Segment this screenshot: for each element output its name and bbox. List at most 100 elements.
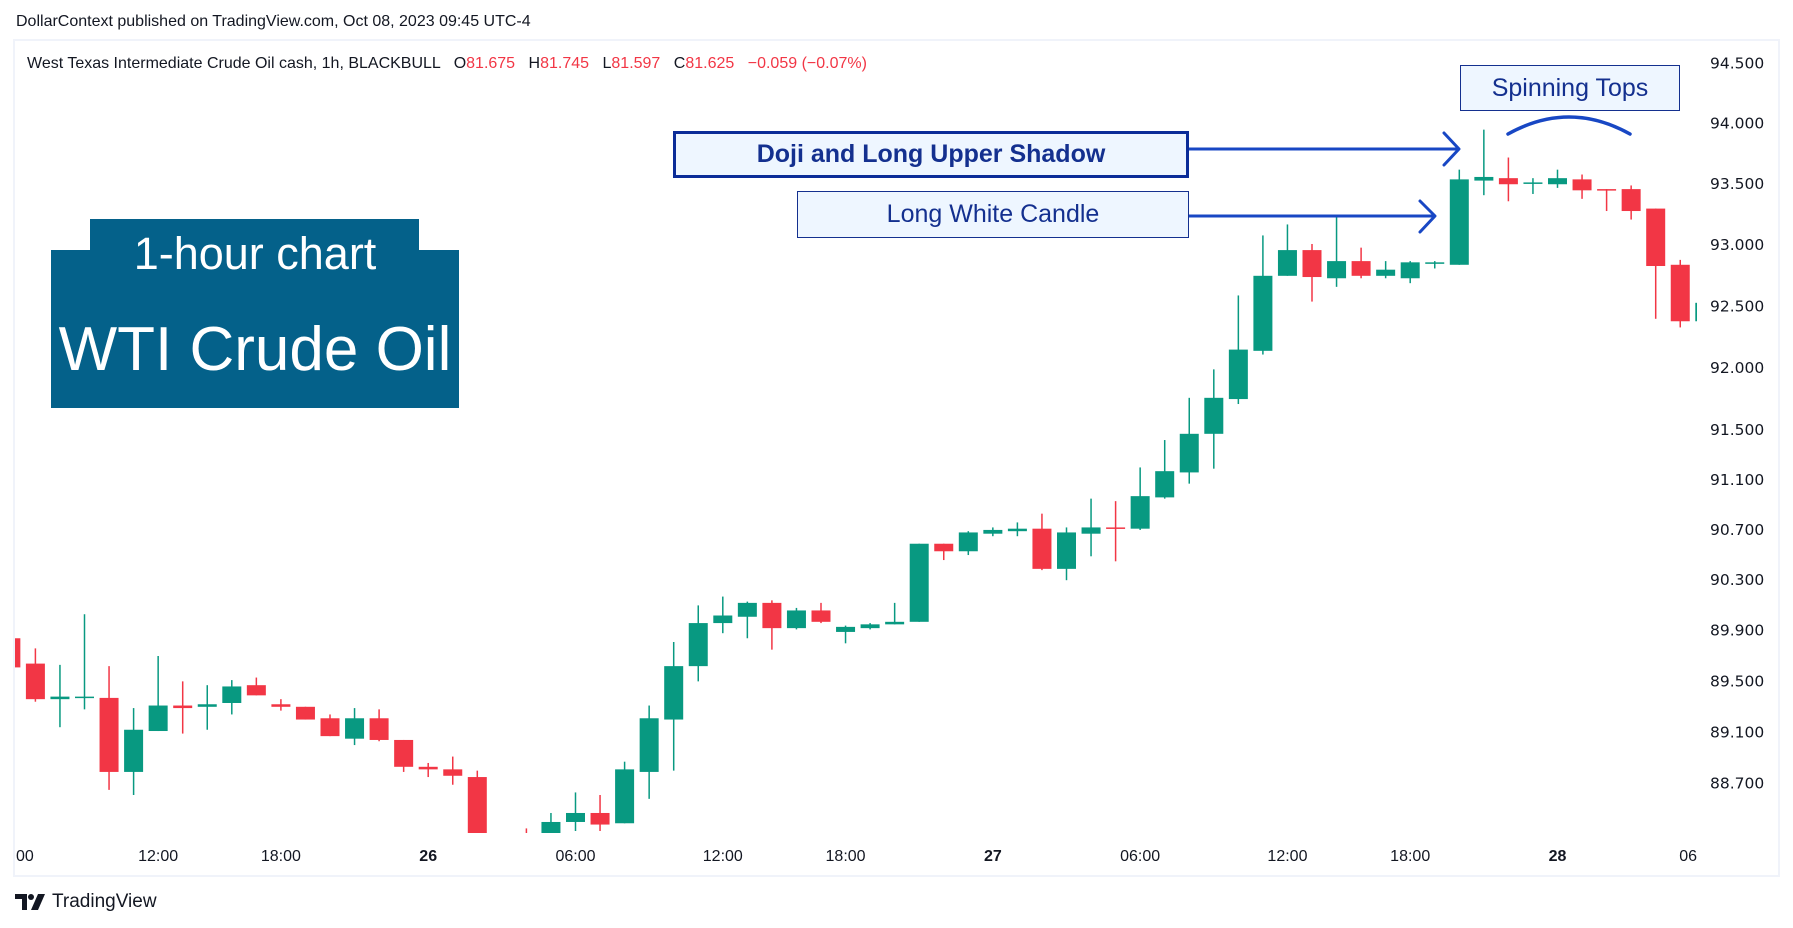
- candle: [566, 792, 585, 831]
- candle: [492, 840, 511, 858]
- candle: [1425, 261, 1445, 269]
- candle: [148, 655, 168, 732]
- time-tick-label: 06: [1679, 848, 1697, 865]
- doji-arrowhead-icon: [1442, 131, 1461, 167]
- candle-body: [860, 624, 880, 629]
- low-label: L: [602, 55, 612, 72]
- candle: [173, 681, 193, 734]
- tradingview-logo[interactable]: TradingView: [15, 891, 157, 913]
- candle-body: [1548, 178, 1567, 185]
- annotation-arrows: [1187, 115, 1632, 234]
- candle: [664, 642, 684, 771]
- candle-body: [1400, 262, 1420, 279]
- candles-layer: [15, 129, 1697, 858]
- time-tick-label: 27: [984, 848, 1002, 865]
- candle-body: [836, 626, 856, 632]
- candle: [25, 648, 45, 702]
- chart-frame: [13, 39, 1780, 877]
- candle: [1621, 185, 1641, 220]
- candle: [983, 527, 1003, 537]
- candle: [271, 699, 291, 711]
- price-tick-label: 91.500: [1710, 421, 1764, 439]
- candle: [467, 770, 487, 833]
- candle: [958, 531, 978, 556]
- candle: [1179, 397, 1199, 484]
- candle-body: [762, 602, 782, 629]
- candle-body: [1597, 189, 1617, 191]
- candle: [517, 828, 536, 841]
- candle: [590, 794, 610, 831]
- candle-body: [1621, 189, 1641, 212]
- candle-body: [517, 837, 536, 841]
- candle: [1523, 178, 1543, 194]
- candle: [197, 685, 217, 730]
- candle-body: [786, 610, 806, 629]
- candle: [934, 543, 954, 561]
- candle: [1228, 295, 1248, 405]
- price-tick-label: 89.100: [1710, 723, 1764, 741]
- title-box-body: [51, 250, 459, 408]
- price-tick-label: 92.500: [1710, 297, 1764, 315]
- candle-body: [1695, 302, 1697, 322]
- annotation-spinning-tops: Spinning Tops: [1460, 65, 1680, 111]
- time-tick-label: 26: [419, 848, 437, 865]
- candle-body: [1523, 182, 1543, 184]
- candle-body: [1032, 528, 1052, 569]
- candle: [369, 709, 389, 742]
- candle: [1449, 169, 1469, 265]
- candle: [909, 543, 929, 622]
- candle: [75, 614, 94, 710]
- candle-body: [1277, 250, 1297, 276]
- candle-body: [1155, 471, 1175, 498]
- candle-body: [25, 663, 45, 700]
- candle-body: [590, 812, 610, 825]
- candle-body: [1498, 178, 1518, 185]
- time-tick-label: 18:00: [826, 848, 866, 865]
- candle-body: [1474, 176, 1494, 181]
- tradingview-logo-icon: [15, 894, 45, 910]
- candle-body: [271, 704, 291, 707]
- candle: [1400, 261, 1420, 284]
- candle-body: [885, 621, 905, 625]
- candle-body: [1327, 261, 1347, 279]
- candle: [541, 812, 561, 833]
- candle-body: [1228, 349, 1248, 400]
- candle: [1351, 247, 1371, 279]
- candle: [737, 601, 757, 639]
- candle-body: [934, 543, 954, 552]
- candle: [1130, 467, 1150, 530]
- candle-body: [418, 766, 438, 770]
- candle-body: [369, 718, 389, 740]
- price-tick-label: 92.000: [1710, 359, 1764, 377]
- candle-body: [1204, 397, 1224, 434]
- candle-body: [737, 602, 757, 617]
- candle: [1007, 522, 1027, 537]
- candle-body: [541, 821, 561, 833]
- symbol-name: West Texas Intermediate Crude Oil cash, …: [27, 55, 441, 72]
- candle: [246, 677, 266, 696]
- candle: [1572, 174, 1592, 199]
- candle-body: [1670, 264, 1690, 322]
- long-white-arrowhead-icon: [1418, 199, 1437, 234]
- candle: [124, 708, 144, 795]
- title-box-subtitle: 1-hour chart: [133, 228, 377, 279]
- candle: [1253, 235, 1273, 355]
- open-value: 81.675: [466, 55, 516, 72]
- candle: [786, 607, 806, 630]
- candle: [418, 762, 438, 778]
- price-tick-label: 89.900: [1710, 622, 1764, 640]
- price-tick-label: 93.500: [1710, 175, 1764, 193]
- candle-body: [1057, 532, 1076, 569]
- candle: [1548, 169, 1567, 188]
- candle-body: [197, 704, 217, 707]
- candle: [860, 623, 880, 630]
- candle: [1057, 527, 1076, 581]
- candle: [1327, 215, 1347, 287]
- candle-body: [443, 769, 463, 776]
- candle: [1695, 302, 1697, 322]
- candle-body: [320, 718, 340, 737]
- candle: [295, 706, 315, 720]
- time-axis[interactable]: 00 12:00 18:00 26 06:00 12:00 18:00 27 06:00 12:0…: [16, 848, 1697, 865]
- price-axis[interactable]: 94.500 94.000 93.500 93.000 92.500 92.000 91.5…: [1710, 54, 1764, 792]
